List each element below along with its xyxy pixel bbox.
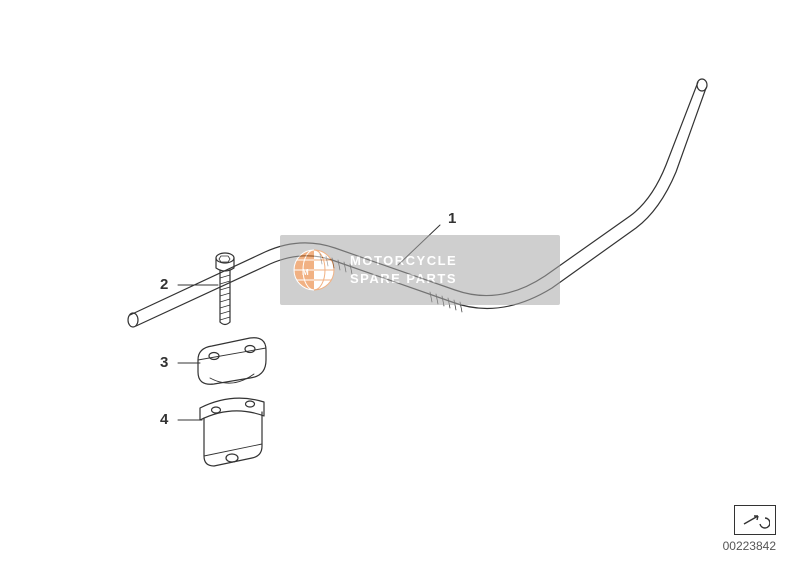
torque-arrow-icon: [740, 510, 770, 530]
callout-2: 2: [160, 276, 168, 293]
torque-symbol-box: [734, 505, 776, 535]
drawing-id: 00223842: [723, 539, 776, 553]
part-screw: [216, 253, 234, 325]
watermark-line1: MOTORCYCLE: [350, 252, 457, 270]
callout-3: 3: [160, 354, 168, 371]
msp-globe-icon: M: [292, 248, 336, 292]
callout-4: 4: [160, 411, 168, 428]
watermark: M MOTORCYCLE SPARE PARTS: [280, 235, 560, 305]
watermark-line2: SPARE PARTS: [350, 270, 457, 288]
svg-text:M: M: [302, 268, 309, 277]
part-clamp-upper: [198, 338, 266, 385]
callout-1: 1: [448, 210, 456, 227]
part-clamp-riser: [200, 398, 264, 466]
